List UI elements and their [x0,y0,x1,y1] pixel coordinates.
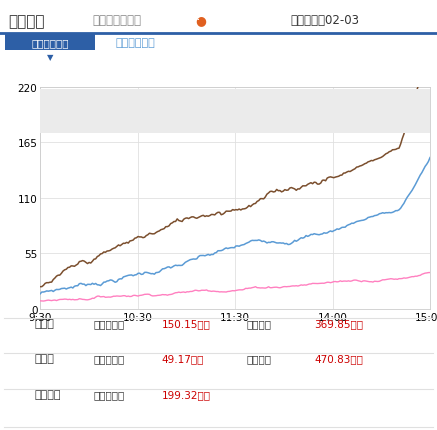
Text: 470.83亿元: 470.83亿元 [315,353,364,364]
FancyBboxPatch shape [5,35,95,51]
Text: 49.17亿元: 49.17亿元 [162,353,204,364]
Text: 深股通: 深股通 [34,353,54,364]
Text: 150.15亿元: 150.15亿元 [162,318,211,329]
Text: ▼: ▼ [47,52,53,61]
Text: 泪股通、深股通: 泪股通、深股通 [92,14,141,27]
Text: 199.32亿元: 199.32亿元 [162,389,211,399]
Text: 北向资金: 北向资金 [8,14,45,29]
Text: 当日资金余额: 当日资金余额 [115,38,155,48]
Text: 当日余额: 当日余额 [247,318,272,329]
Text: 当日资金流向: 当日资金流向 [31,38,69,48]
Text: 泬股通: 泬股通 [34,318,54,329]
Text: 北向资金: 北向资金 [34,389,61,399]
Text: ●: ● [195,14,206,27]
Text: 数据日期：02-03: 数据日期：02-03 [290,14,359,27]
Text: 当日余额: 当日余额 [247,353,272,364]
Text: 当日净流入: 当日净流入 [94,353,125,364]
Text: ?: ? [195,13,200,22]
Text: 369.85亿元: 369.85亿元 [315,318,364,329]
Text: 当日净流入: 当日净流入 [94,389,125,399]
Text: 当日净流入: 当日净流入 [94,318,125,329]
FancyBboxPatch shape [0,90,437,134]
